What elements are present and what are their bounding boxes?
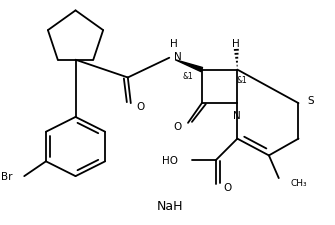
Polygon shape bbox=[175, 61, 203, 72]
Text: O: O bbox=[173, 121, 181, 131]
Text: N: N bbox=[174, 52, 182, 61]
Text: S: S bbox=[307, 96, 314, 106]
Text: HO: HO bbox=[162, 156, 178, 166]
Text: CH₃: CH₃ bbox=[290, 178, 307, 187]
Text: O: O bbox=[137, 102, 145, 112]
Text: N: N bbox=[233, 110, 241, 120]
Text: O: O bbox=[223, 182, 231, 192]
Text: H: H bbox=[232, 39, 240, 49]
Text: &1: &1 bbox=[237, 76, 248, 85]
Text: H: H bbox=[170, 39, 178, 49]
Text: &1: &1 bbox=[183, 72, 193, 81]
Text: Br: Br bbox=[1, 171, 12, 181]
Text: NaH: NaH bbox=[157, 199, 184, 212]
